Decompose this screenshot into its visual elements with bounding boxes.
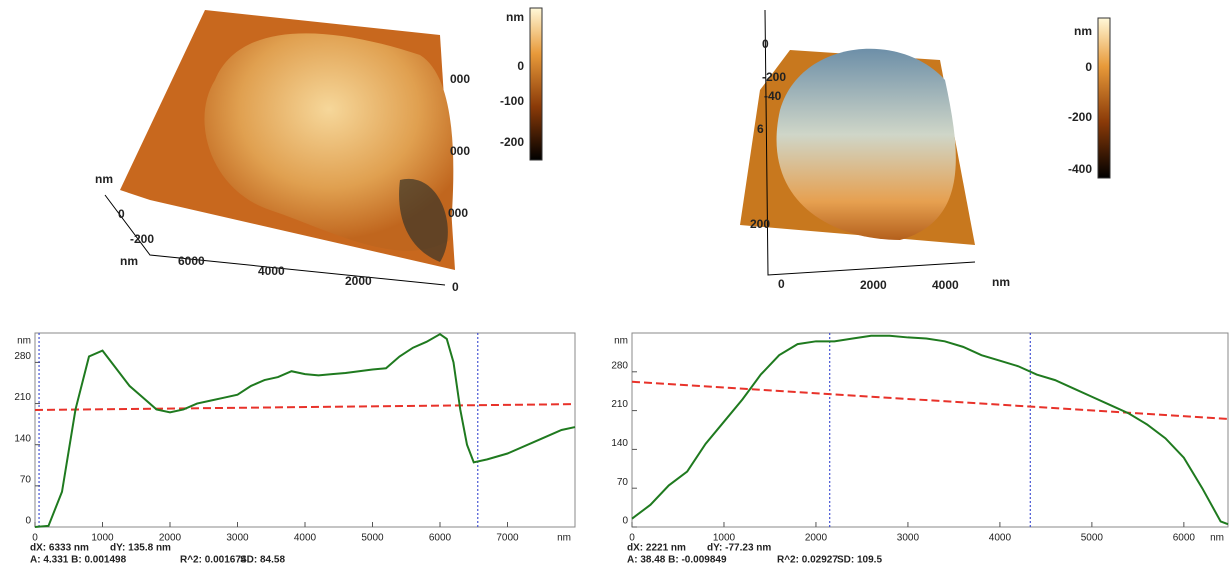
axis-label: -200 bbox=[762, 70, 786, 84]
footer-text: dX: 2221 nm bbox=[627, 543, 686, 554]
colorbar-label: -200 bbox=[500, 135, 524, 149]
axis bbox=[104, 194, 446, 286]
y-tick-label: 140 bbox=[14, 433, 31, 444]
afm-image-left bbox=[104, 7, 543, 286]
fit-line bbox=[34, 403, 576, 412]
axis-label: 6 bbox=[757, 122, 764, 136]
axis-label: 200 bbox=[750, 217, 770, 231]
colorbar-label: nm bbox=[1074, 24, 1092, 38]
y-tick-label: 0 bbox=[622, 516, 628, 527]
axis-label: nm bbox=[120, 254, 138, 268]
axis-label: 2000 bbox=[345, 274, 372, 288]
x-tick-label: 6000 bbox=[429, 533, 452, 544]
axis-label: 4000 bbox=[932, 278, 959, 292]
axis-label: 0 bbox=[118, 207, 125, 221]
x-tick-label: 6000 bbox=[1173, 533, 1196, 544]
y-tick-label: 210 bbox=[611, 399, 628, 410]
axis-label: nm bbox=[95, 172, 113, 186]
footer-text: SD: 109.5 bbox=[837, 555, 882, 566]
y-tick-label: 0 bbox=[25, 516, 31, 527]
axis-label: 4000 bbox=[258, 264, 285, 278]
axis-label: 000 bbox=[448, 206, 468, 220]
fit-line bbox=[631, 380, 1229, 420]
plot-frame bbox=[631, 332, 1229, 528]
x-tick-label: 4000 bbox=[989, 533, 1012, 544]
axis-label: 0 bbox=[452, 280, 459, 294]
axis-label: 000 bbox=[450, 144, 470, 158]
axis-label: 2000 bbox=[860, 278, 887, 292]
footer-text: dX: 6333 nm bbox=[30, 543, 89, 554]
afm-image-right bbox=[740, 9, 1111, 276]
surface-dome bbox=[776, 48, 956, 241]
footer-text: R^2: 0.02927 bbox=[777, 555, 838, 566]
axis-label: nm bbox=[992, 275, 1010, 289]
footer-text: R^2: 0.001674 bbox=[180, 555, 247, 566]
x-tick-label: 0 bbox=[32, 533, 38, 544]
axis bbox=[764, 9, 976, 276]
x-tick-label: 7000 bbox=[496, 533, 519, 544]
axis-label: -200 bbox=[130, 232, 154, 246]
x-tick-label: 1000 bbox=[91, 533, 114, 544]
y-unit: nm bbox=[17, 336, 31, 347]
x-unit: nm bbox=[1210, 533, 1224, 544]
footer-text: A: 4.331 B: 0.001498 bbox=[30, 555, 127, 566]
footer-text: A: 38.48 B: -0.009849 bbox=[627, 555, 727, 566]
surface-dome bbox=[204, 33, 454, 251]
x-tick-label: 5000 bbox=[1081, 533, 1104, 544]
footer-text: dY: -77.23 nm bbox=[707, 543, 771, 554]
shadow bbox=[399, 178, 448, 262]
colorbar-label: 0 bbox=[517, 59, 524, 73]
footer-text: SD: 84.58 bbox=[240, 555, 285, 566]
profile-line bbox=[34, 332, 576, 528]
axis-label: 0 bbox=[762, 37, 769, 51]
axis-label: 000 bbox=[450, 72, 470, 86]
y-tick-label: 210 bbox=[14, 392, 31, 403]
x-tick-label: 2000 bbox=[805, 533, 828, 544]
colorbar-label: 0 bbox=[1085, 60, 1092, 74]
colorbar-label: -100 bbox=[500, 94, 524, 108]
y-tick-label: 140 bbox=[611, 438, 628, 449]
y-tick-label: 70 bbox=[617, 477, 629, 488]
footer-text: dY: 135.8 nm bbox=[110, 543, 171, 554]
y-tick-label: 70 bbox=[20, 474, 32, 485]
x-tick-label: 3000 bbox=[226, 533, 249, 544]
profile-line bbox=[631, 334, 1229, 526]
y-unit: nm bbox=[614, 336, 628, 347]
colorbar bbox=[1097, 17, 1111, 179]
colorbar-label: -200 bbox=[1068, 110, 1092, 124]
axis-label: 0 bbox=[778, 277, 785, 291]
x-tick-label: 0 bbox=[629, 533, 635, 544]
colorbar-label: nm bbox=[506, 10, 524, 24]
colorbar-label: -400 bbox=[1068, 162, 1092, 176]
y-tick-label: 280 bbox=[14, 351, 31, 362]
x-tick-label: 4000 bbox=[294, 533, 317, 544]
colorbar bbox=[529, 7, 543, 161]
axis-label: -40 bbox=[764, 89, 782, 103]
x-tick-label: 5000 bbox=[361, 533, 384, 544]
x-unit: nm bbox=[557, 533, 571, 544]
x-tick-label: 1000 bbox=[713, 533, 736, 544]
x-tick-label: 2000 bbox=[159, 533, 182, 544]
plot-frame bbox=[34, 332, 576, 528]
x-tick-label: 3000 bbox=[897, 533, 920, 544]
axis-label: 6000 bbox=[178, 254, 205, 268]
y-tick-label: 280 bbox=[611, 360, 628, 371]
